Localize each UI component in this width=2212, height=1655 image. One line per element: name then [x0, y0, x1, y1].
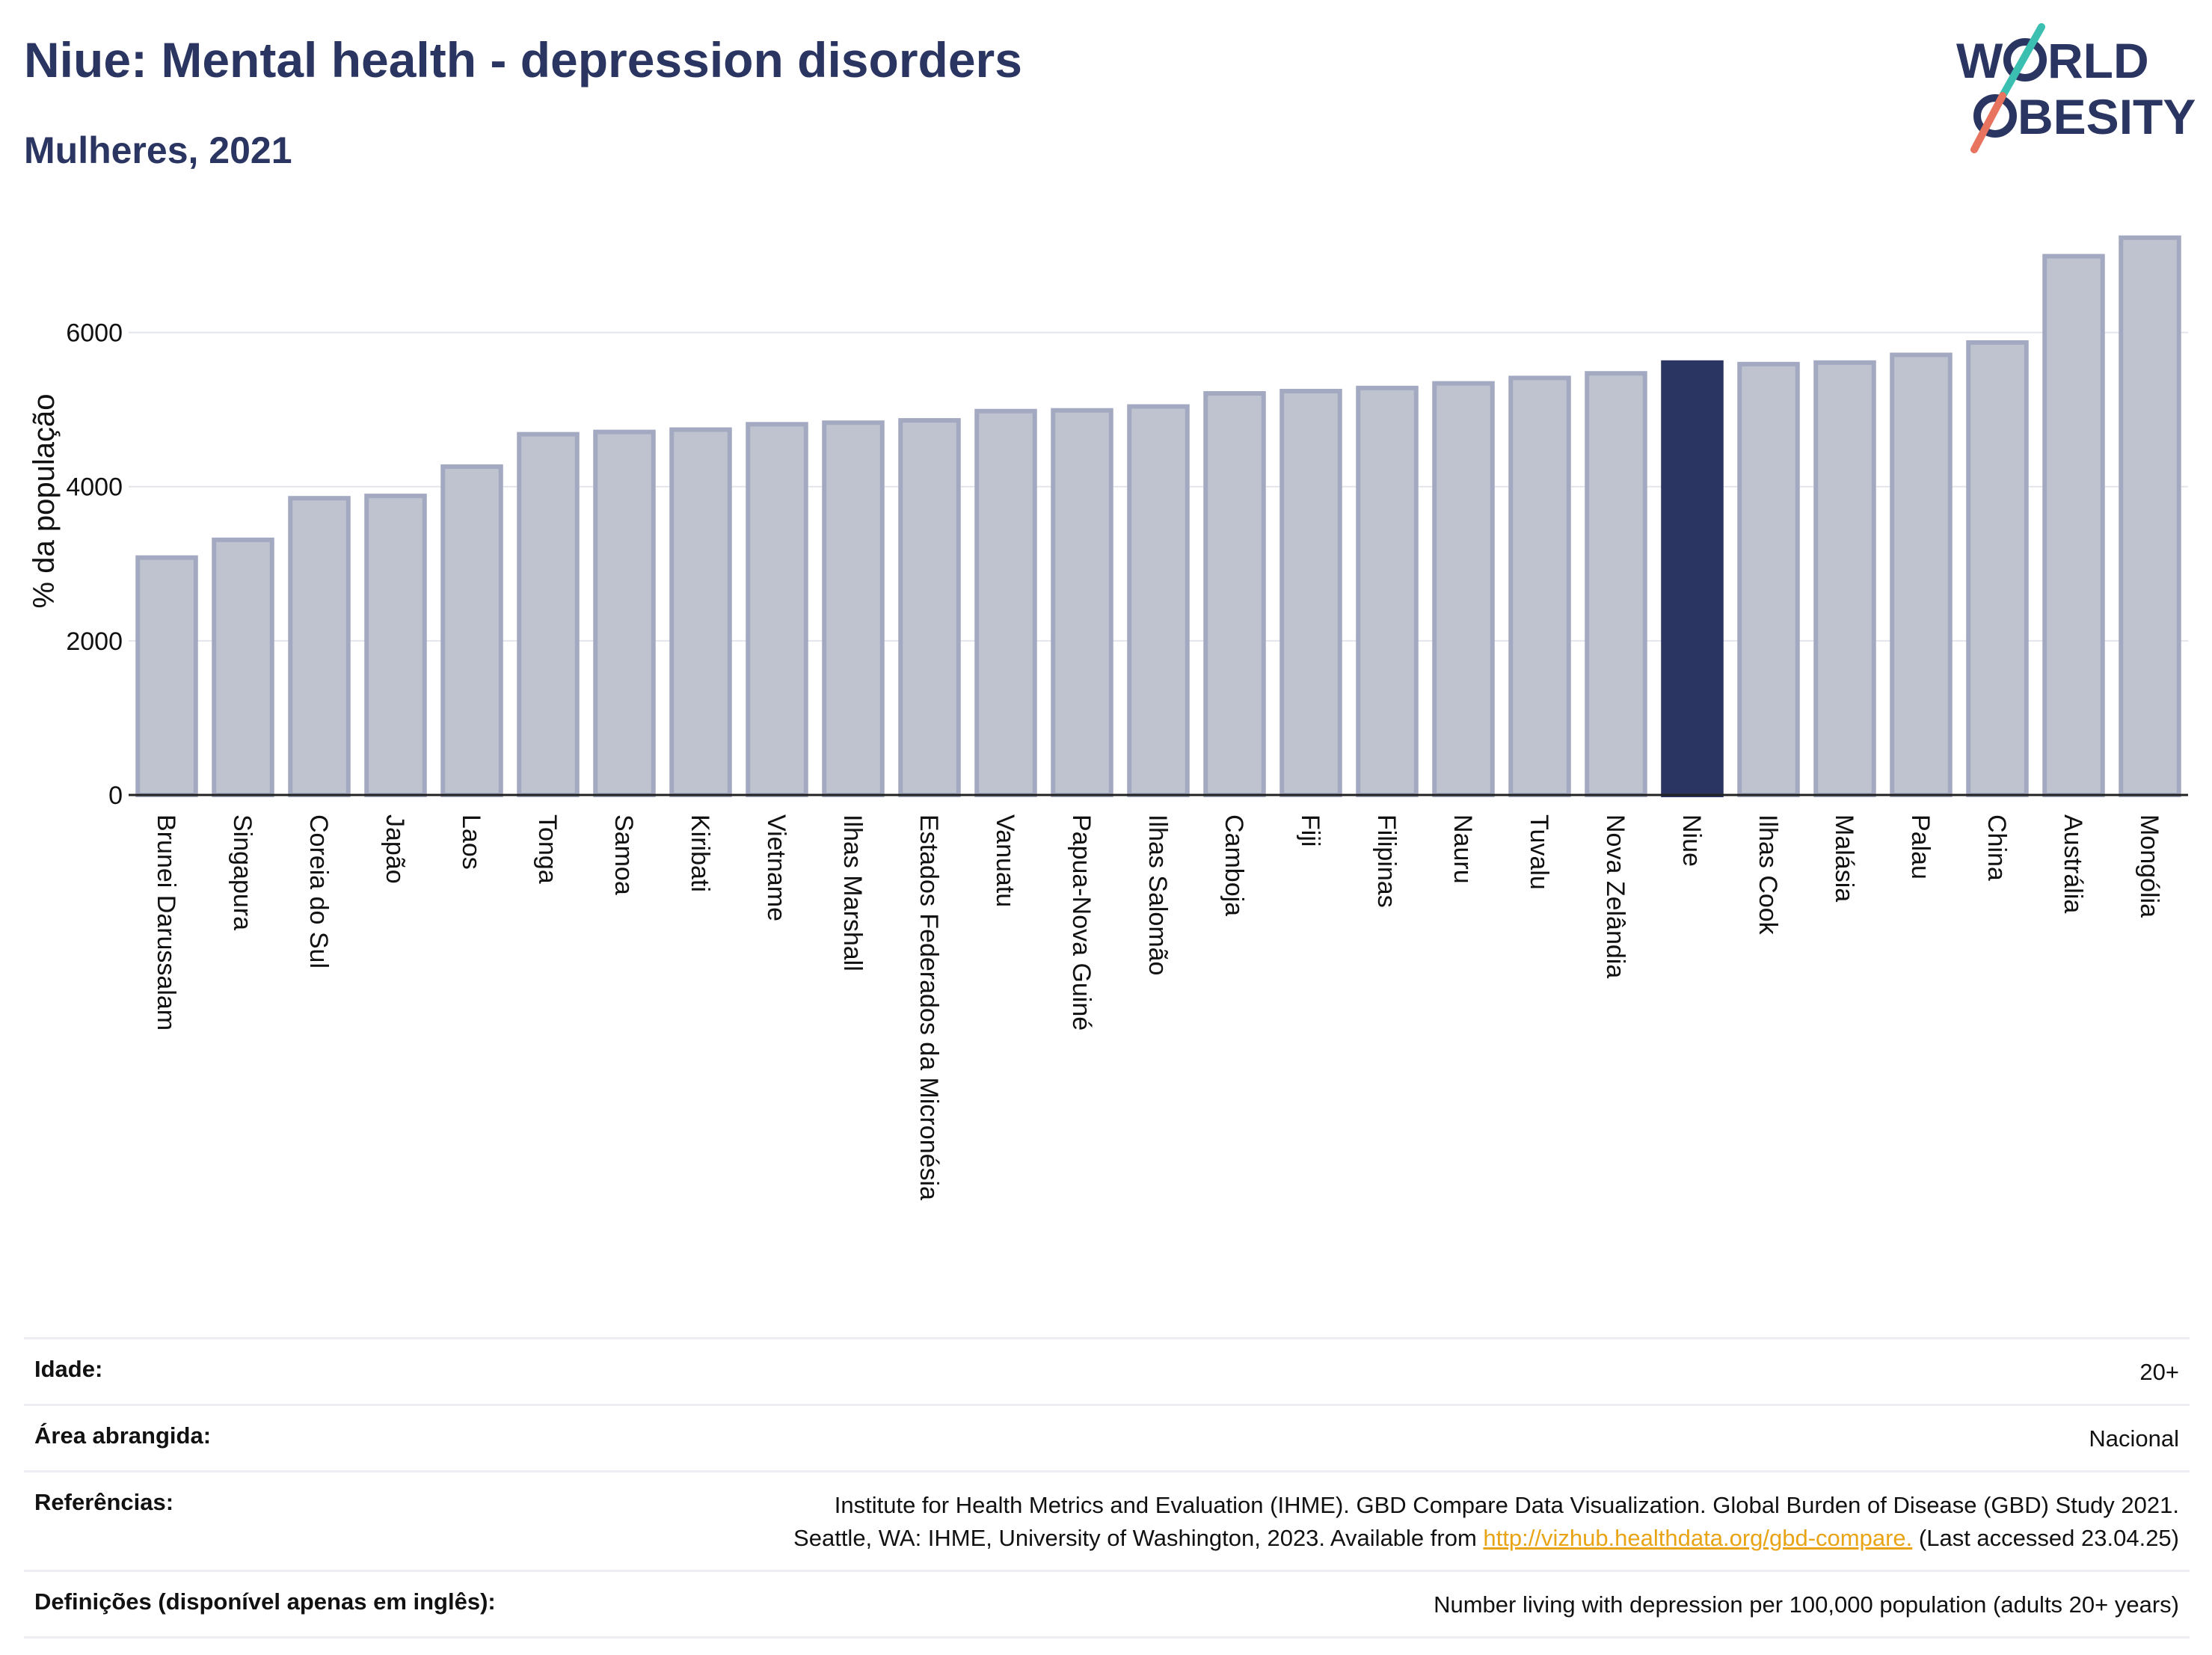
bar-palau[interactable] [1890, 352, 1953, 797]
x-tick-label: Ilhas Marshall [838, 814, 867, 971]
x-tick-label: Filipinas [1372, 814, 1401, 908]
meta-value-definitions: Number living with depression per 100,00… [1434, 1591, 2179, 1618]
logo-o-ring [2003, 38, 2047, 82]
reference-link[interactable]: http://vizhub.healthdata.org/gbd-compare… [1483, 1525, 1913, 1551]
logo-teal-slash [1999, 23, 2045, 99]
bar-tonga[interactable] [517, 432, 580, 797]
x-tick-label: Ilhas Cook [1754, 814, 1782, 936]
x-tick-label: Tuvalu [1525, 814, 1553, 890]
x-tick-label: Tonga [533, 814, 562, 884]
x-tick-label: Japão [381, 814, 409, 884]
bar-vietname[interactable] [746, 422, 808, 797]
bar-vanuatu[interactable] [974, 408, 1037, 797]
meta-row-area: Área abrangida: Nacional [24, 1404, 2190, 1470]
reference-line-2-end: (Last accessed 23.04.25) [1912, 1525, 2179, 1551]
bar-fiji[interactable] [1279, 388, 1342, 797]
bar-ilhas-salom-o[interactable] [1127, 404, 1190, 797]
meta-label-age: Idade: [34, 1356, 103, 1382]
x-tick-label: Niue [1677, 814, 1706, 867]
bar-coreia-do-sul[interactable] [288, 496, 351, 798]
bar-laos[interactable] [440, 464, 503, 797]
bar-niue[interactable] [1661, 360, 1724, 797]
bar-camboja[interactable] [1203, 391, 1266, 797]
logo-besity: BESITY [2018, 89, 2196, 144]
bar-kiribati[interactable] [669, 427, 732, 797]
logo-o-ring-2 [1973, 94, 2017, 138]
y-tick-label: 2000 [66, 627, 123, 656]
x-tick-label: Ilhas Salomão [1143, 814, 1172, 975]
logo-coral-slash [1970, 92, 2006, 153]
reference-line-2-start: Seattle, WA: IHME, University of Washing… [793, 1525, 1484, 1551]
x-tick-label: Palau [1906, 814, 1935, 879]
y-tick-label: 0 [108, 782, 123, 810]
x-tick-label: Estados Federados da Micronésia [915, 814, 943, 1200]
x-tick-label: Malásia [1830, 814, 1858, 902]
bar-tuvalu[interactable] [1508, 375, 1571, 797]
meta-label-area: Área abrangida: [34, 1422, 212, 1449]
y-tick-label: 6000 [66, 319, 123, 348]
x-tick-label: Vanuatu [991, 814, 1019, 907]
x-tick-label: Austrália [2059, 814, 2087, 913]
page-subtitle: Mulheres, 2021 [24, 129, 292, 171]
bar-estados-federados-da-micron-sia[interactable] [898, 418, 961, 797]
x-tick-label: Papua-Nova Guiné [1067, 814, 1096, 1031]
x-tick-label: Vietname [762, 814, 790, 921]
bar-jap-o[interactable] [364, 494, 427, 797]
bar-filipinas[interactable] [1356, 385, 1419, 797]
bar-samoa[interactable] [593, 429, 656, 798]
meta-row-definitions: Definições (disponível apenas em inglês)… [24, 1570, 2190, 1639]
meta-value-area: Nacional [2089, 1425, 2179, 1452]
bar-china[interactable] [1966, 340, 2029, 797]
world-obesity-logo: W RLD BESITY [1956, 23, 2196, 153]
bar-brunei-darussalam[interactable] [135, 555, 198, 798]
bar-ilhas-cook[interactable] [1737, 361, 1800, 797]
x-tick-label: Singapura [228, 814, 256, 930]
bar-papua-nova-guin-[interactable] [1051, 408, 1113, 797]
metadata-table: Idade: 20+ Área abrangida: Nacional Refe… [24, 1337, 2190, 1639]
x-tick-label: China [1982, 814, 2011, 881]
y-tick-label: 4000 [66, 473, 123, 502]
x-tick-label: Coreia do Sul [304, 814, 333, 968]
x-tick-label: Mongólia [2135, 814, 2163, 918]
logo-rld: RLD [2047, 33, 2149, 88]
y-axis-label: % da população [28, 394, 61, 609]
meta-value-references: Institute for Health Metrics and Evaluat… [793, 1489, 2179, 1555]
logo-w: W [1956, 33, 2003, 88]
page-title: Niue: Mental health - depression disorde… [24, 32, 1022, 87]
bar-nova-zel-ndia[interactable] [1585, 371, 1647, 797]
meta-label-references: Referências: [34, 1489, 174, 1515]
bar-nauru[interactable] [1432, 381, 1495, 797]
meta-value-age: 20+ [2139, 1359, 2179, 1385]
meta-row-references: Referências: Institute for Health Metric… [24, 1470, 2190, 1570]
bar-chart: 0 2000 4000 6000 Brunei Darussalam Singapura C… [28, 235, 2188, 1200]
x-tick-label: Nauru [1448, 814, 1477, 884]
reference-line-1: Institute for Health Metrics and Evaluat… [834, 1492, 2179, 1518]
meta-row-age: Idade: 20+ [24, 1337, 2190, 1404]
labels: 0 2000 4000 6000 Brunei Darussalam Singapura C… [28, 319, 2163, 1200]
x-tick-label: Laos [457, 814, 485, 870]
bar-mal-sia[interactable] [1813, 360, 1876, 797]
x-tick-label: Camboja [1220, 814, 1248, 916]
x-tick-label: Fiji [1296, 814, 1324, 847]
x-tick-label: Nova Zelândia [1601, 814, 1629, 978]
x-tick-label: Samoa [609, 814, 638, 895]
bar-mong-lia[interactable] [2119, 235, 2181, 797]
bar-ilhas-marshall[interactable] [822, 420, 885, 797]
bars [135, 235, 2181, 798]
meta-label-definitions: Definições (disponível apenas em inglês)… [34, 1588, 496, 1615]
x-tick-label: Kiribati [686, 814, 714, 892]
bar-austr-lia[interactable] [2042, 254, 2105, 797]
x-tick-label: Brunei Darussalam [152, 814, 180, 1031]
bar-singapura[interactable] [212, 537, 274, 797]
